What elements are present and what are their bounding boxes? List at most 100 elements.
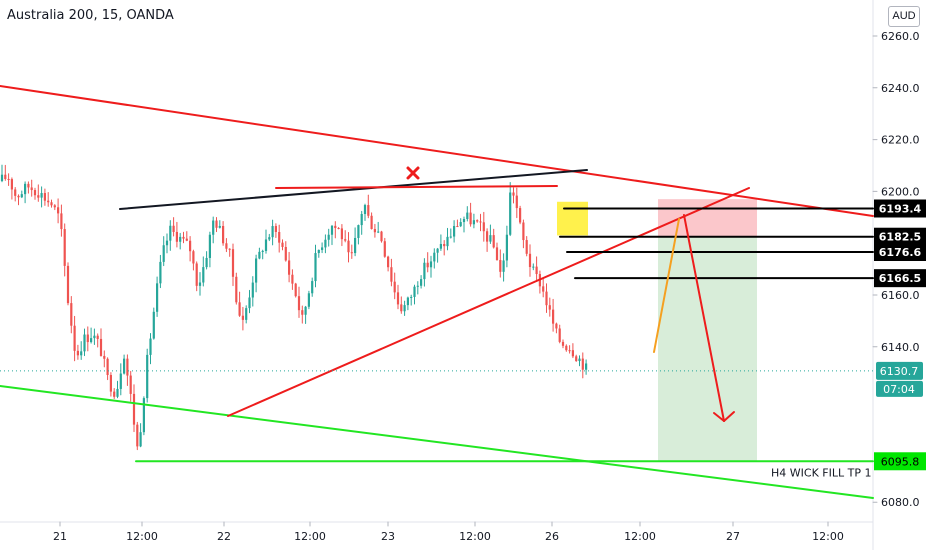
bearish-candle	[396, 292, 400, 305]
bearish-candle	[482, 222, 485, 232]
bearish-candle	[492, 235, 495, 248]
last-price-badge	[876, 361, 923, 380]
bullish-candle	[146, 354, 149, 399]
bearish-candle	[390, 267, 393, 282]
price-axis-label: 6200.0	[881, 185, 920, 198]
bearish-candle	[288, 260, 291, 275]
bearish-candle	[575, 356, 578, 362]
bullish-candle	[466, 212, 469, 219]
bullish-candle	[502, 260, 505, 272]
bearish-candle	[33, 190, 37, 196]
bearish-candle	[291, 274, 294, 284]
bullish-candle	[403, 305, 406, 312]
bearish-candle	[235, 276, 238, 303]
bearish-candle	[76, 350, 79, 356]
bullish-candle	[218, 225, 221, 228]
bearish-candle	[225, 243, 228, 249]
bearish-candle	[495, 247, 499, 260]
bullish-candle	[377, 231, 380, 233]
bearish-candle	[294, 283, 297, 297]
bearish-candle	[561, 341, 565, 346]
bullish-candle	[162, 245, 165, 262]
symbol-title: Australia 200, 15, OANDA	[7, 8, 174, 23]
bullish-candle	[165, 240, 169, 246]
price-axis-label: 6240.0	[881, 82, 920, 95]
rising-wedge-support-line	[227, 187, 750, 417]
bullish-candle	[159, 261, 162, 284]
bearish-candle	[281, 242, 284, 247]
bearish-candle	[334, 225, 337, 229]
bearish-candle	[106, 358, 109, 375]
bearish-candle	[238, 302, 241, 316]
bullish-candle	[423, 262, 426, 280]
key-level-label: 6176.6	[879, 246, 922, 259]
bearish-candle	[522, 222, 525, 241]
bearish-candle	[525, 240, 528, 254]
bearish-candle	[30, 187, 33, 191]
bullish-candle	[578, 358, 581, 362]
bullish-candle	[212, 220, 215, 235]
bearish-candle	[297, 296, 301, 311]
price-axis-label: 6220.0	[881, 134, 920, 147]
bearish-candle	[347, 240, 350, 253]
bearish-candle	[400, 304, 403, 312]
bullish-candle	[123, 358, 126, 374]
bullish-candle	[248, 297, 251, 309]
bearish-candle	[568, 350, 571, 352]
price-axis-label: 6160.0	[881, 289, 920, 302]
bullish-candle	[489, 235, 492, 242]
bearish-candle	[387, 256, 390, 268]
bullish-candle	[152, 311, 155, 339]
bearish-candle	[241, 315, 244, 320]
key-level-badge	[874, 269, 926, 288]
bearish-candle	[215, 220, 218, 228]
bearish-candle	[132, 393, 136, 425]
bullish-candle	[271, 226, 274, 238]
bearish-candle	[528, 253, 532, 268]
key-level-label: 6193.4	[879, 202, 922, 215]
descending-resistance-line	[0, 85, 874, 217]
bearish-candle	[565, 345, 568, 351]
bullish-candle	[317, 249, 320, 254]
bullish-candle	[314, 253, 317, 282]
bullish-candle	[304, 306, 307, 315]
bearish-candle	[535, 266, 538, 275]
key-level-label: 6182.5	[879, 231, 921, 244]
bearish-candle	[479, 221, 482, 223]
bullish-candle	[40, 193, 43, 198]
bearish-candle	[519, 208, 522, 223]
bearish-candle	[86, 334, 89, 343]
time-axis-label: 12:00	[624, 530, 656, 543]
time-axis-label: 12:00	[459, 530, 491, 543]
bullish-candle	[449, 236, 452, 238]
bearish-candle	[443, 243, 446, 247]
bearish-candle	[17, 195, 20, 198]
bullish-candle	[149, 338, 152, 355]
bullish-candle	[179, 236, 182, 242]
bearish-candle	[284, 246, 287, 261]
bearish-candle	[7, 178, 10, 180]
bullish-candle	[80, 351, 83, 356]
key-level-label: 6166.5	[879, 272, 921, 285]
bearish-candle	[274, 226, 277, 232]
bearish-candle	[515, 195, 518, 209]
bearish-candle	[109, 374, 112, 392]
bearish-candle	[185, 238, 188, 241]
bearish-candle	[340, 228, 343, 240]
bearish-candle	[558, 328, 561, 342]
bearish-candle	[50, 202, 53, 206]
bearish-candle	[555, 323, 558, 329]
currency-button[interactable]: AUD	[888, 6, 920, 27]
price-axis-label: 6140.0	[881, 341, 920, 354]
key-level-badge	[874, 199, 926, 218]
bullish-candle	[413, 286, 416, 297]
countdown-label: 07:04	[883, 383, 915, 396]
bullish-candle	[119, 373, 122, 389]
bearish-candle	[380, 231, 383, 242]
bullish-candle	[505, 234, 508, 261]
bullish-candle	[363, 205, 367, 215]
bullish-candle	[509, 192, 512, 235]
countdown-badge	[876, 380, 923, 397]
